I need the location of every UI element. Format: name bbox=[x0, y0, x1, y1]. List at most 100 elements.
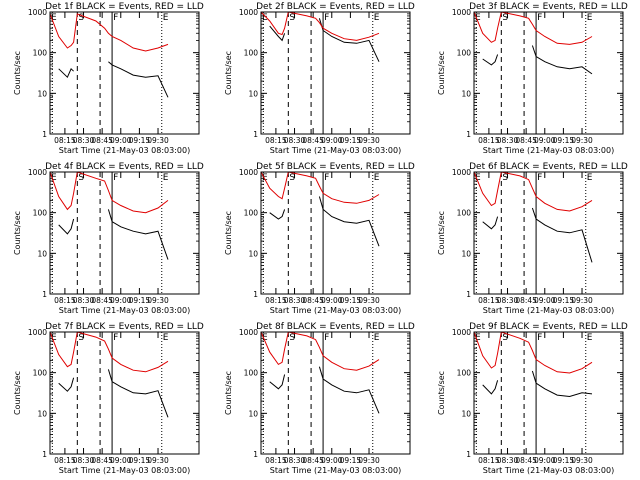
y-tick-label: 1 bbox=[253, 290, 258, 299]
panel-5: Det 5f BLACK = Events, RED = LLD Counts/s… bbox=[224, 162, 415, 315]
marker-label-e: E bbox=[262, 13, 268, 23]
x-tick-label: 09:30 bbox=[571, 136, 593, 145]
y-tick-label: 10 bbox=[461, 409, 471, 418]
y-axis-label: Counts/sec bbox=[437, 211, 446, 255]
x-tick-label: 09:15 bbox=[340, 136, 362, 145]
x-tick-label: 09:30 bbox=[571, 296, 593, 305]
x-axis-label: Start Time (21-May-03 08:03:00) bbox=[59, 466, 190, 475]
series-events bbox=[482, 45, 593, 75]
series-events bbox=[482, 370, 593, 398]
marker-label-e: E bbox=[587, 333, 593, 343]
y-tick-label: 10 bbox=[37, 89, 47, 98]
y-tick-label: 100 bbox=[457, 209, 472, 218]
x-tick-label: 08:30 bbox=[73, 136, 95, 145]
y-axis-label: Counts/sec bbox=[224, 371, 233, 415]
marker-label-s: S bbox=[502, 333, 508, 343]
panel-6: Det 6f BLACK = Events, RED = LLD Counts/s… bbox=[437, 162, 628, 315]
marker-label-e: E bbox=[374, 13, 380, 23]
marker-label-f: F bbox=[324, 13, 329, 23]
x-tick-label: 08:30 bbox=[497, 296, 519, 305]
y-tick-label: 1 bbox=[42, 450, 47, 459]
y-tick-label: 100 bbox=[33, 369, 48, 378]
x-tick-label: 08:45 bbox=[91, 456, 113, 465]
x-tick-label: 08:45 bbox=[302, 136, 324, 145]
series-events bbox=[58, 209, 169, 260]
marker-label-s: S bbox=[289, 333, 295, 343]
series-lld bbox=[474, 172, 593, 212]
x-axis-label: Start Time (21-May-03 08:03:00) bbox=[483, 466, 614, 475]
marker-label-e: E bbox=[262, 333, 268, 343]
x-tick-label: 09:00 bbox=[534, 456, 556, 465]
x-tick-label: 09:30 bbox=[358, 136, 380, 145]
marker-label-s: S bbox=[289, 173, 295, 183]
marker-label-e: E bbox=[262, 173, 268, 183]
x-tick-label: 08:30 bbox=[73, 456, 95, 465]
y-tick-label: 10 bbox=[461, 249, 471, 258]
marker-label-e: E bbox=[163, 13, 169, 23]
x-tick-label: 09:15 bbox=[129, 296, 151, 305]
panel-title: Det 9f BLACK = Events, RED = LLD bbox=[469, 322, 628, 332]
y-axis-label: Counts/sec bbox=[13, 211, 22, 255]
marker-label-e: E bbox=[51, 173, 57, 183]
series-events bbox=[58, 61, 169, 98]
x-tick-label: 08:45 bbox=[302, 456, 324, 465]
marker-label-e: E bbox=[475, 333, 481, 343]
x-tick-label: 08:45 bbox=[515, 296, 537, 305]
panel-title: Det 3f BLACK = Events, RED = LLD bbox=[469, 2, 628, 12]
x-tick-label: 09:00 bbox=[321, 136, 343, 145]
x-tick-label: 08:15 bbox=[265, 296, 287, 305]
series-events bbox=[269, 18, 380, 62]
y-tick-label: 100 bbox=[244, 49, 259, 58]
panel-title: Det 2f BLACK = Events, RED = LLD bbox=[256, 2, 415, 12]
marker-label-e: E bbox=[374, 333, 380, 343]
x-tick-label: 09:00 bbox=[110, 296, 132, 305]
y-tick-label: 1 bbox=[466, 450, 471, 459]
x-tick-label: 09:00 bbox=[534, 296, 556, 305]
y-tick-label: 1000 bbox=[452, 8, 471, 17]
x-tick-label: 08:30 bbox=[497, 456, 519, 465]
marker-label-f: F bbox=[113, 13, 118, 23]
x-tick-label: 09:30 bbox=[147, 296, 169, 305]
x-tick-label: 09:15 bbox=[553, 136, 575, 145]
series-events bbox=[58, 369, 169, 418]
plot-frame bbox=[260, 331, 411, 455]
y-axis-label: Counts/sec bbox=[437, 51, 446, 95]
x-tick-label: 08:45 bbox=[515, 136, 537, 145]
y-tick-label: 1000 bbox=[452, 328, 471, 337]
x-axis-label: Start Time (21-May-03 08:03:00) bbox=[59, 306, 190, 315]
marker-label-e: E bbox=[587, 13, 593, 23]
x-tick-label: 09:30 bbox=[147, 136, 169, 145]
panel-title: Det 4f BLACK = Events, RED = LLD bbox=[45, 162, 204, 172]
y-tick-label: 1 bbox=[253, 130, 258, 139]
marker-label-e: E bbox=[475, 173, 481, 183]
y-tick-label: 10 bbox=[248, 89, 258, 98]
panel-title: Det 8f BLACK = Events, RED = LLD bbox=[256, 322, 415, 332]
y-tick-label: 10 bbox=[37, 249, 47, 258]
series-events bbox=[269, 366, 380, 414]
x-tick-label: 09:00 bbox=[110, 136, 132, 145]
y-tick-label: 1000 bbox=[239, 328, 258, 337]
y-tick-label: 1 bbox=[466, 130, 471, 139]
x-tick-label: 09:00 bbox=[321, 456, 343, 465]
y-tick-label: 10 bbox=[248, 409, 258, 418]
panel-4: Det 4f BLACK = Events, RED = LLD Counts/s… bbox=[13, 162, 204, 315]
panel-1: Det 1f BLACK = Events, RED = LLD Counts/s… bbox=[13, 2, 204, 155]
x-tick-label: 09:00 bbox=[321, 296, 343, 305]
y-axis-label: Counts/sec bbox=[13, 51, 22, 95]
y-axis-label: Counts/sec bbox=[224, 51, 233, 95]
x-tick-label: 09:00 bbox=[534, 136, 556, 145]
x-tick-label: 08:30 bbox=[284, 296, 306, 305]
y-tick-label: 1000 bbox=[239, 168, 258, 177]
x-tick-label: 08:45 bbox=[302, 296, 324, 305]
panel-title: Det 5f BLACK = Events, RED = LLD bbox=[256, 162, 415, 172]
x-tick-label: 08:15 bbox=[265, 136, 287, 145]
series-lld bbox=[50, 13, 169, 52]
marker-label-f: F bbox=[113, 333, 118, 343]
x-axis-label: Start Time (21-May-03 08:03:00) bbox=[270, 466, 401, 475]
x-tick-label: 08:15 bbox=[478, 136, 500, 145]
y-tick-label: 100 bbox=[244, 369, 259, 378]
x-tick-label: 09:30 bbox=[147, 456, 169, 465]
y-tick-label: 1000 bbox=[28, 168, 47, 177]
y-axis-label: Counts/sec bbox=[224, 211, 233, 255]
